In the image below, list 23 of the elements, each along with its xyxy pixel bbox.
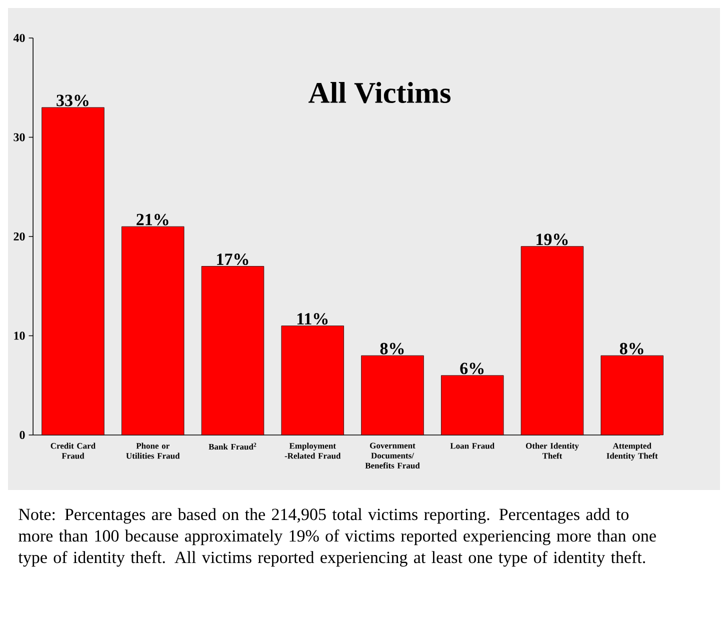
x-tick-label: Other Identity Theft — [526, 442, 579, 459]
x-tick-label: Phone or Utilities Fraud — [126, 442, 180, 459]
x-tick-label: Bank Fraud$^{2}$ — [208, 442, 256, 450]
y-tick-label: 10 — [14, 332, 25, 340]
text: All Victims — [308, 82, 451, 104]
y-tick-label: 40 — [13, 34, 25, 42]
data-label: 6% — [460, 362, 484, 374]
x-tick-label: Government Documents/ Benefits Fraud — [365, 442, 420, 469]
data-label: 21% — [136, 214, 168, 226]
y-tick-label: 0 — [20, 430, 25, 440]
x-tick-label: Employment -Related Fraud — [284, 442, 341, 459]
data-label: 11% — [297, 313, 328, 325]
data-label: 8% — [380, 342, 404, 354]
x-tick-label: Credit Card Fraud — [50, 442, 96, 459]
x-tick-label: Attempted Identity Theft — [606, 442, 658, 461]
x-tick-label: Loan Fraud — [450, 442, 494, 449]
data-label: 33% — [56, 94, 88, 106]
y-tick-label: 20 — [14, 232, 25, 241]
data-label: 17% — [217, 254, 248, 266]
text: Note: Percentages are based on the 214,905 total victims reporting. Percentages add to more than 100 because approximately 19% of victims reported experiencing more than one type of identity theft. All victims reported experiencing at least one type of identity theft. — [18, 508, 656, 567]
y-tick-label: 30 — [14, 133, 25, 142]
data-label: 19% — [536, 234, 568, 246]
data-label: 8% — [620, 342, 644, 354]
